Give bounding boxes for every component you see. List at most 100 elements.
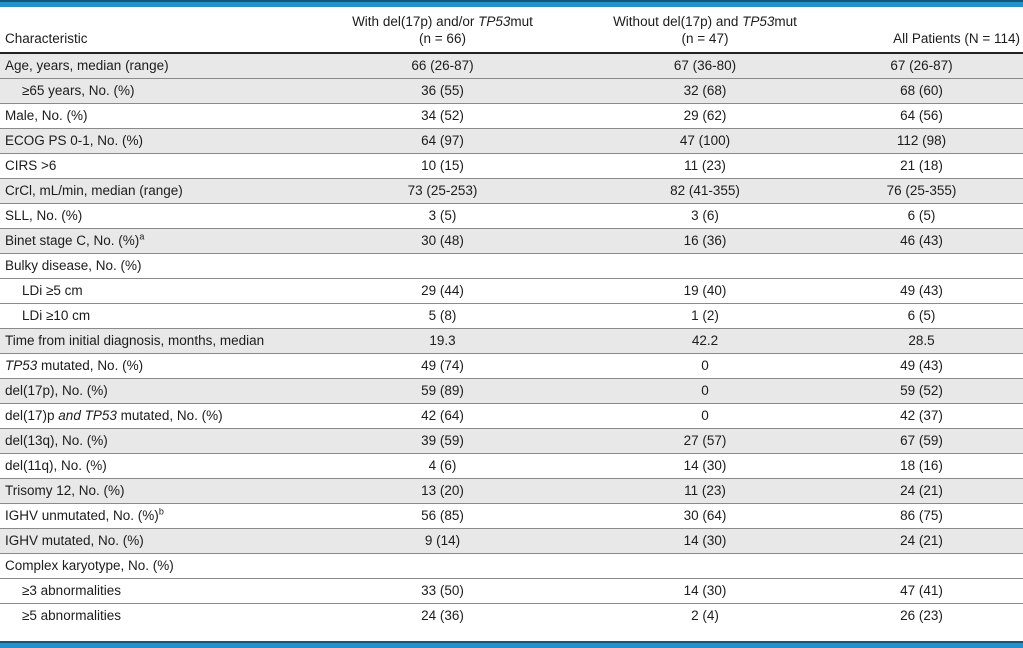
cell-all-patients: 64 (56) bbox=[820, 103, 1023, 129]
table-row: TP53 mutated, No. (%) 49 (74) 0 49 (43) bbox=[0, 353, 1023, 379]
table-row: Age, years, median (range) 66 (26-87) 67 (… bbox=[0, 52, 1023, 79]
table-row: del(17)p and TP53 mutated, No. (%) 42 (64… bbox=[0, 403, 1023, 429]
cell-without-del17p: 0 bbox=[590, 378, 820, 404]
cell-all-patients: 68 (60) bbox=[820, 78, 1023, 104]
row-label: IGHV unmutated, No. (%)b bbox=[0, 503, 295, 529]
table-row: del(11q), No. (%) 4 (6) 14 (30) 18 (16) bbox=[0, 453, 1023, 479]
cell-without-del17p: 19 (40) bbox=[590, 278, 820, 304]
cell-without-del17p: 3 (6) bbox=[590, 203, 820, 229]
table-row: CIRS >6 10 (15) 11 (23) 21 (18) bbox=[0, 153, 1023, 179]
table-row: Binet stage C, No. (%)a 30 (48) 16 (36) 46 … bbox=[0, 228, 1023, 254]
table-row: IGHV unmutated, No. (%)b 56 (85) 30 (64) 86… bbox=[0, 503, 1023, 529]
cell-with-del17p: 19.3 bbox=[295, 328, 590, 354]
table-row: IGHV mutated, No. (%) 9 (14) 14 (30) 24 (21… bbox=[0, 528, 1023, 554]
cell-all-patients bbox=[820, 553, 1023, 579]
cell-with-del17p: 33 (50) bbox=[295, 578, 590, 604]
cell-with-del17p: 24 (36) bbox=[421, 607, 464, 623]
cell-without-del17p: 82 (41-355) bbox=[590, 178, 820, 204]
row-label: CIRS >6 bbox=[0, 153, 295, 179]
table-row: LDi ≥10 cm 5 (8) 1 (2) 6 (5) bbox=[0, 303, 1023, 329]
cell-with-del17p: 73 (25-253) bbox=[295, 178, 590, 204]
cell-without-del17p: 30 (64) bbox=[590, 503, 820, 529]
row-label: Trisomy 12, No. (%) bbox=[0, 478, 295, 504]
table-row: SLL, No. (%) 3 (5) 3 (6) 6 (5) bbox=[0, 203, 1023, 229]
cell-all-patients: 21 (18) bbox=[820, 153, 1023, 179]
header-row: Characteristic With del(17p) and/or TP53… bbox=[0, 7, 1023, 54]
row-label: del(17p), No. (%) bbox=[0, 378, 295, 404]
table-row: Trisomy 12, No. (%) 13 (20) 11 (23) 24 (21) bbox=[0, 478, 1023, 504]
column-header-label: Without del(17p) and TP53mut bbox=[613, 14, 797, 29]
cell-with-del17p: 64 (97) bbox=[295, 128, 590, 154]
bottom-accent-rule bbox=[0, 641, 1023, 648]
cell-all-patients: 24 (21) bbox=[820, 478, 1023, 504]
cell-without-del17p: 27 (57) bbox=[590, 428, 820, 454]
cell-all-patients: 47 (41) bbox=[820, 578, 1023, 604]
table-row: ECOG PS 0-1, No. (%) 64 (97) 47 (100) 112 (… bbox=[0, 128, 1023, 154]
column-header-n: (n = 47) bbox=[681, 30, 729, 46]
cell-without-del17p: 47 (100) bbox=[590, 128, 820, 154]
table-header: Characteristic With del(17p) and/or TP53… bbox=[0, 7, 1023, 54]
row-label: SLL, No. (%) bbox=[0, 203, 295, 229]
row-label: Binet stage C, No. (%)a bbox=[0, 228, 295, 254]
row-label: del(11q), No. (%) bbox=[0, 453, 295, 479]
cell-without-del17p: 16 (36) bbox=[590, 228, 820, 254]
table-row: ≥65 years, No. (%) 36 (55) 32 (68) 68 (60) bbox=[0, 78, 1023, 104]
row-label: del(17)p and TP53 mutated, No. (%) bbox=[0, 403, 295, 429]
cell-with-del17p: 4 (6) bbox=[295, 453, 590, 479]
table-row: del(13q), No. (%) 39 (59) 27 (57) 67 (59) bbox=[0, 428, 1023, 454]
column-header-without-del17p: Without del(17p) and TP53mut (n = 47) bbox=[590, 7, 820, 54]
column-header-label: All Patients (N = 114) bbox=[893, 30, 1020, 46]
cell-all-patients: 46 (43) bbox=[820, 228, 1023, 254]
cell-without-del17p bbox=[590, 553, 820, 579]
cell-without-del17p: 1 (2) bbox=[590, 303, 820, 329]
row-label: CrCl, mL/min, median (range) bbox=[0, 178, 295, 204]
cell-without-del17p: 32 (68) bbox=[590, 78, 820, 104]
cell-all-patients: 112 (98) bbox=[820, 128, 1023, 154]
row-label: del(13q), No. (%) bbox=[0, 428, 295, 454]
row-label: LDi ≥10 cm bbox=[0, 303, 295, 329]
column-header-characteristic: Characteristic bbox=[0, 7, 295, 54]
row-label: ≥65 years, No. (%) bbox=[0, 78, 295, 104]
row-label: Time from initial diagnosis, months, med… bbox=[0, 328, 295, 354]
cell-all-patients: 67 (26-87) bbox=[820, 52, 1023, 79]
column-header-with-del17p: With del(17p) and/or TP53mut (n = 66) bbox=[295, 7, 590, 54]
row-label: ≥3 abnormalities bbox=[0, 578, 295, 604]
cell-with-del17p: 10 (15) bbox=[295, 153, 590, 179]
top-accent-rule bbox=[0, 0, 1023, 7]
cell-with-del17p: 56 (85) bbox=[295, 503, 590, 529]
table-row: Male, No. (%) 34 (52) 29 (62) 64 (56) bbox=[0, 103, 1023, 129]
cell-with-del17p: 66 (26-87) bbox=[295, 52, 590, 79]
table-row: Time from initial diagnosis, months, med… bbox=[0, 328, 1023, 354]
cell-all-patients: 49 (43) bbox=[820, 353, 1023, 379]
cell-all-patients bbox=[820, 253, 1023, 279]
cell-without-del17p: 14 (30) bbox=[590, 528, 820, 554]
cell-all-patients: 24 (21) bbox=[820, 528, 1023, 554]
cell-with-del17p: 5 (8) bbox=[295, 303, 590, 329]
cell-with-del17p: 59 (89) bbox=[295, 378, 590, 404]
cell-with-del17p: 42 (64) bbox=[295, 403, 590, 429]
table-row: ≥3 abnormalities 33 (50) 14 (30) 47 (41) bbox=[0, 578, 1023, 604]
cell-with-del17p bbox=[295, 253, 590, 279]
cell-all-patients: 76 (25-355) bbox=[820, 178, 1023, 204]
cell-with-del17p bbox=[295, 553, 590, 579]
row-label: Complex karyotype, No. (%) bbox=[0, 553, 295, 579]
cell-with-del17p: 3 (5) bbox=[295, 203, 590, 229]
table-row: CrCl, mL/min, median (range) 73 (25-253) 8… bbox=[0, 178, 1023, 204]
row-label: Age, years, median (range) bbox=[0, 52, 295, 79]
row-label: IGHV mutated, No. (%) bbox=[0, 528, 295, 554]
column-header-n: (n = 66) bbox=[419, 30, 466, 46]
cell-without-del17p: 14 (30) bbox=[590, 453, 820, 479]
patient-characteristics-table: Characteristic With del(17p) and/or TP53… bbox=[0, 7, 1023, 628]
cell-all-patients: 26 (23) bbox=[900, 607, 943, 623]
cell-all-patients: 18 (16) bbox=[820, 453, 1023, 479]
table-row: Complex karyotype, No. (%) bbox=[0, 553, 1023, 579]
cell-with-del17p: 36 (55) bbox=[295, 78, 590, 104]
cell-without-del17p: 42.2 bbox=[590, 328, 820, 354]
row-label: TP53 mutated, No. (%) bbox=[0, 353, 295, 379]
column-header-all-patients: All Patients (N = 114) bbox=[820, 7, 1023, 54]
cell-without-del17p: 11 (23) bbox=[590, 478, 820, 504]
cell-without-del17p: 0 bbox=[590, 403, 820, 429]
cell-all-patients: 86 (75) bbox=[820, 503, 1023, 529]
cell-with-del17p: 34 (52) bbox=[295, 103, 590, 129]
cell-all-patients: 42 (37) bbox=[820, 403, 1023, 429]
